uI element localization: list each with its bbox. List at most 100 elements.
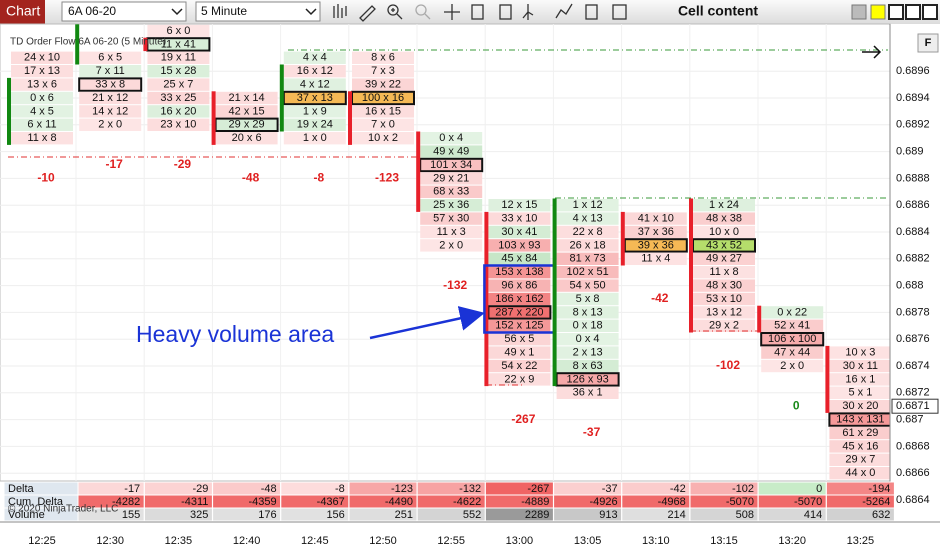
cell-text: 13 x 12 [706,306,742,318]
workspace-icon[interactable] [612,4,627,20]
cell [624,252,687,265]
stats-value: -5264 [862,496,890,508]
cell-text: 37 x 36 [638,226,674,238]
cell-text: 53 x 10 [706,293,742,305]
cell-text: 1 x 12 [573,199,603,211]
cell [420,145,483,158]
templates-icon[interactable] [585,4,598,20]
cell [556,386,619,399]
cell [556,239,619,252]
indicators-icon[interactable] [522,4,534,20]
crosshair-icon[interactable] [444,4,460,20]
close-button[interactable] [922,4,938,20]
dropdown-arrow [305,8,317,16]
cell [352,132,414,145]
cell [829,440,890,453]
candle-body [211,91,216,145]
cell [11,105,73,118]
cell [488,212,551,225]
draw-icon[interactable] [359,5,376,22]
cell-text: 52 x 41 [774,320,810,332]
cell [488,359,551,373]
cell [761,306,824,319]
price-axis [890,24,940,522]
cell [829,426,890,440]
cell-text: 25 x 36 [433,199,469,211]
cell-text: 22 x 9 [504,373,534,385]
scroll-arrow[interactable] [862,45,882,59]
cell-text: 6 x 0 [166,25,190,37]
stats-value: -132 [459,483,481,495]
cell-text: 5 x 8 [576,293,600,305]
price-label: 0.689 [896,146,924,158]
cell [283,78,346,91]
minimize-button[interactable] [888,4,904,20]
cell [556,319,619,332]
copyright: © 2020 NinjaTrader, LLC [8,504,118,515]
cell-text: 287 x 220 [495,306,543,318]
properties-icon[interactable] [499,4,512,20]
maximize-button[interactable] [905,4,921,20]
zoom-in-icon[interactable] [387,4,399,16]
cell-text: 19 x 24 [297,119,333,131]
stats-value: 552 [463,509,481,521]
cell-text: 0 x 22 [777,306,807,318]
cell-text: 43 x 52 [706,239,742,251]
axis-button[interactable] [917,33,939,53]
stats-value: -4282 [112,496,140,508]
bar-delta: -48 [242,171,260,185]
instrument-select[interactable] [61,1,187,22]
cell [420,172,483,185]
cell [761,359,824,373]
time-label: 12:45 [301,535,329,547]
time-label: 13:10 [642,535,670,547]
cell-text: 186 x 162 [495,293,543,305]
zoom-out-icon[interactable] [415,4,427,16]
cell-text: 39 x 36 [638,239,674,251]
cell-text: 6 x 5 [98,52,122,64]
stats-value: 251 [395,509,413,521]
cell-text: 19 x 11 [161,52,196,64]
window-button[interactable] [851,4,867,20]
stats-value: -267 [527,483,549,495]
cell [420,239,483,252]
bar-delta: -123 [375,171,399,185]
bar-delta: -132 [443,278,467,292]
cell-text: 30 x 20 [842,400,878,412]
cell [215,132,278,145]
cell-text: 152 x 125 [495,320,543,332]
cell-text: 13 x 6 [27,79,57,91]
chart-title: TD Order Flow 6A 06-20 (5 Minute) [10,37,166,48]
cell [420,225,483,239]
price-label: 0.6868 [896,440,930,452]
time-label: 12:50 [369,535,397,547]
instrument-label: 6A 06-20 [68,4,116,18]
cell-text: 47 x 44 [774,347,810,359]
cell [283,118,346,131]
cell [829,467,890,480]
cell [352,51,414,64]
cell-text: 8 x 13 [573,306,603,318]
cell [11,65,73,78]
bars-icon[interactable] [333,4,347,18]
cell-text: 41 x 10 [638,213,674,225]
data-box-icon[interactable] [471,4,484,20]
link-button[interactable] [870,4,886,20]
price-label: 0.6894 [896,92,930,104]
time-label: 12:30 [96,535,124,547]
stats-value: 214 [667,509,685,521]
strategies-icon[interactable] [555,3,573,19]
cell-text: 16 x 15 [365,105,401,117]
cell-text: 21 x 12 [92,92,128,104]
chart-tab[interactable] [0,0,45,24]
cell [556,292,619,306]
cell [693,266,755,279]
price-label: 0.6892 [896,119,930,131]
cell [11,51,73,64]
interval-select[interactable] [195,1,321,22]
cell [693,292,755,306]
